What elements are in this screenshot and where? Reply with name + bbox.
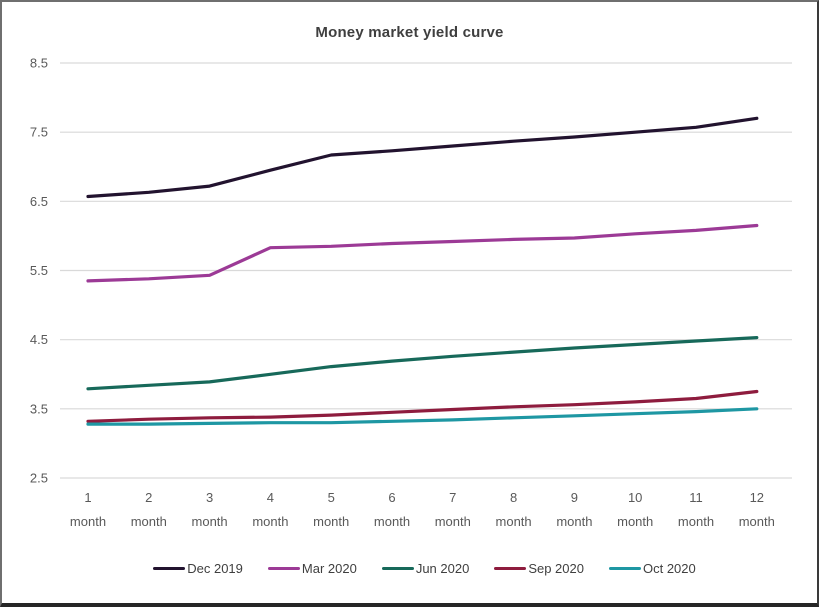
x-tick-label: 2 [145,490,152,505]
x-tick-unit-label: month [435,514,471,529]
x-tick-label: 10 [628,490,642,505]
legend-item-dec-2019: Dec 2019 [153,561,243,576]
x-tick-unit-label: month [192,514,228,529]
x-tick-label: 12 [750,490,764,505]
legend-swatch-sep-2020 [494,567,527,570]
x-tick-unit-label: month [374,514,410,529]
legend-item-jun-2020: Jun 2020 [381,561,470,576]
legend-swatch-jun-2020 [381,567,414,570]
x-tick-label: 11 [689,490,703,505]
x-tick-label: 7 [449,490,456,505]
legend-label: Dec 2019 [187,561,243,576]
x-tick-label: 5 [328,490,335,505]
series-line-jun-2020 [86,336,759,391]
x-tick-label: 4 [267,490,274,505]
legend-label: Mar 2020 [301,561,357,576]
x-tick-unit-label: month [313,514,349,529]
legend-swatch-mar-2020 [267,567,300,570]
legend-label: Sep 2020 [528,561,584,576]
x-tick-unit-label: month [496,514,532,529]
x-tick-unit-label: month [678,514,714,529]
x-tick-unit-label: month [70,514,106,529]
legend-swatch-oct-2020 [608,567,641,570]
y-tick-label: 4.5 [30,332,48,347]
x-tick-label: 3 [206,490,213,505]
y-tick-label: 8.5 [30,56,48,71]
legend-item-sep-2020: Sep 2020 [494,561,584,576]
x-tick-label: 1 [84,490,91,505]
x-tick-label: 9 [571,490,578,505]
y-tick-label: 2.5 [30,471,48,486]
y-tick-label: 7.5 [30,125,48,140]
legend-item-oct-2020: Oct 2020 [608,561,696,576]
x-tick-unit-label: month [252,514,288,529]
chart-title: Money market yield curve [315,24,504,41]
chart-legend: Dec 2019 Mar 2020 Jun 2020 Sep 2020 Oct 2020 [2,561,817,576]
series-line-dec-2019 [86,116,759,199]
x-tick-label: 6 [388,490,395,505]
x-tick-unit-label: month [617,514,653,529]
legend-swatch-dec-2019 [153,567,186,570]
y-tick-label: 3.5 [30,401,48,416]
series-line-mar-2020 [86,223,759,283]
legend-label: Oct 2020 [642,561,696,576]
legend-item-mar-2020: Mar 2020 [267,561,357,576]
y-tick-label: 5.5 [30,263,48,278]
x-tick-unit-label: month [131,514,167,529]
series-line-sep-2020 [86,389,759,423]
x-tick-unit-label: month [556,514,592,529]
x-tick-label: 8 [510,490,517,505]
series-line-oct-2020 [86,407,759,426]
legend-label: Jun 2020 [415,561,470,576]
x-tick-unit-label: month [739,514,775,529]
y-tick-label: 6.5 [30,194,48,209]
